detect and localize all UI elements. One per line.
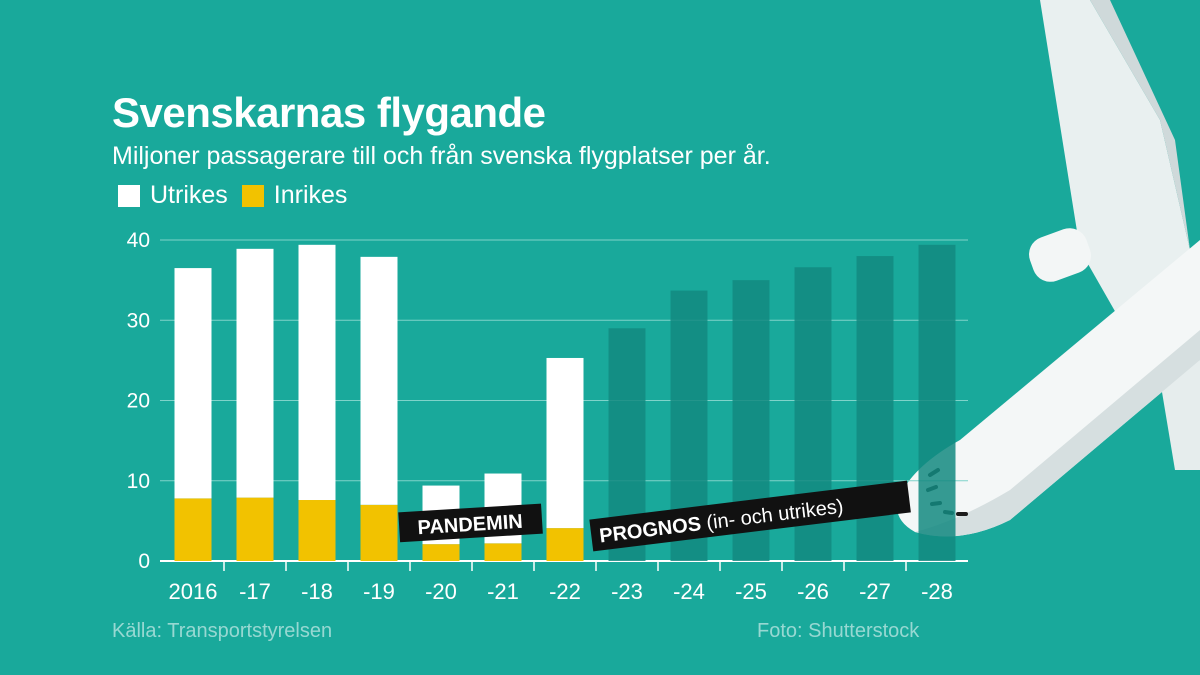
x-tick-label: 2016 xyxy=(169,579,218,604)
x-tick-label: -17 xyxy=(239,579,271,604)
bar-inrikes xyxy=(360,504,398,561)
x-tick-label: -18 xyxy=(301,579,333,604)
y-axis: 0 10 20 30 40 xyxy=(127,229,150,573)
x-tick-label: -19 xyxy=(363,579,395,604)
prognos-label: PROGNOS (in- och utrikes) xyxy=(589,480,911,552)
y-tick-label: 0 xyxy=(138,550,150,573)
chart-subtitle: Miljoner passagerare till och från svens… xyxy=(112,142,771,170)
legend-swatch-inrikes xyxy=(241,184,264,207)
x-tick-label: -20 xyxy=(425,579,457,604)
bar-inrikes xyxy=(298,500,336,561)
bar-utrikes xyxy=(360,256,398,505)
pandemin-label: PANDEMIN xyxy=(398,503,543,543)
bar-inrikes xyxy=(174,498,212,561)
bar-inrikes xyxy=(484,543,522,561)
bar-inrikes xyxy=(422,544,460,561)
source-credit: Källa: Transportstyrelsen xyxy=(112,620,333,642)
x-tick-label: -25 xyxy=(735,579,767,604)
y-tick-label: 40 xyxy=(127,229,150,252)
legend-swatch-utrikes xyxy=(118,184,140,207)
x-tick-label: -28 xyxy=(921,579,953,604)
bar-inrikes xyxy=(236,497,274,561)
bar-utrikes xyxy=(236,248,274,498)
bar-utrikes xyxy=(174,268,212,499)
y-tick-label: 30 xyxy=(127,309,150,332)
bar-prognos xyxy=(918,244,956,561)
y-tick-label: 10 xyxy=(127,470,150,493)
bar-utrikes xyxy=(298,244,336,501)
bar-inrikes xyxy=(546,528,584,561)
x-tick-label: -23 xyxy=(611,579,643,604)
x-tick-label: -21 xyxy=(487,579,519,604)
y-tick-label: 20 xyxy=(127,390,150,413)
legend-item-inrikes: Inrikes xyxy=(241,181,348,210)
airplane-illustration xyxy=(897,0,1200,537)
x-tick-label: -22 xyxy=(549,579,581,604)
legend-label-utrikes: Utrikes xyxy=(150,181,228,209)
x-tick-label: -26 xyxy=(797,579,829,604)
legend-item-utrikes: Utrikes xyxy=(118,181,228,210)
chart-title: Svenskarnas flygande xyxy=(112,89,546,136)
legend: Utrikes Inrikes xyxy=(118,181,361,210)
bar-utrikes xyxy=(546,357,584,529)
annotations: PANDEMIN PROGNOS (in- och utrikes) xyxy=(398,480,911,552)
x-tick-label: -24 xyxy=(673,579,705,604)
x-axis: 2016 -17 -18 -19 -20 -21 -22 -23 -24 -25 -26 -27 -28 xyxy=(169,561,953,604)
x-tick-label: -27 xyxy=(859,579,891,604)
legend-label-inrikes: Inrikes xyxy=(273,181,348,209)
photo-credit: Foto: Shutterstock xyxy=(757,620,920,642)
